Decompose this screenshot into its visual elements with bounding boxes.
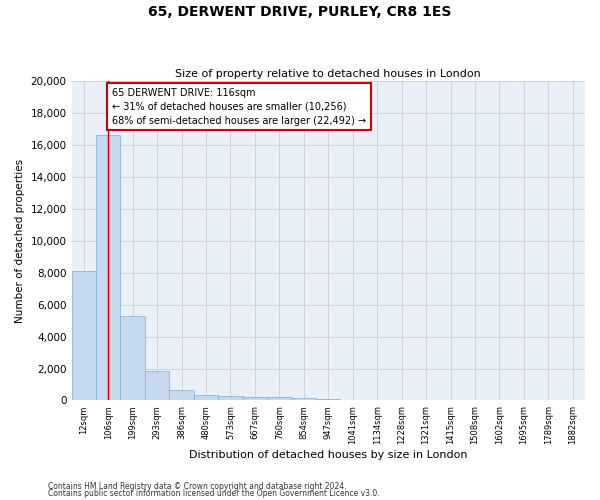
Bar bbox=[169, 390, 194, 400]
Bar bbox=[242, 397, 267, 400]
Bar bbox=[121, 316, 145, 400]
Text: 65, DERWENT DRIVE, PURLEY, CR8 1ES: 65, DERWENT DRIVE, PURLEY, CR8 1ES bbox=[148, 5, 452, 19]
Bar bbox=[96, 136, 121, 400]
Bar bbox=[194, 395, 218, 400]
Text: Contains HM Land Registry data © Crown copyright and database right 2024.: Contains HM Land Registry data © Crown c… bbox=[48, 482, 347, 491]
Bar bbox=[316, 399, 340, 400]
Bar bbox=[292, 398, 316, 400]
Title: Size of property relative to detached houses in London: Size of property relative to detached ho… bbox=[175, 69, 481, 79]
Y-axis label: Number of detached properties: Number of detached properties bbox=[15, 159, 25, 323]
Bar bbox=[218, 396, 242, 400]
Bar bbox=[71, 271, 96, 400]
X-axis label: Distribution of detached houses by size in London: Distribution of detached houses by size … bbox=[189, 450, 467, 460]
Text: Contains public sector information licensed under the Open Government Licence v3: Contains public sector information licen… bbox=[48, 489, 380, 498]
Bar bbox=[145, 371, 169, 400]
Bar bbox=[267, 398, 292, 400]
Text: 65 DERWENT DRIVE: 116sqm
← 31% of detached houses are smaller (10,256)
68% of se: 65 DERWENT DRIVE: 116sqm ← 31% of detach… bbox=[112, 88, 366, 126]
